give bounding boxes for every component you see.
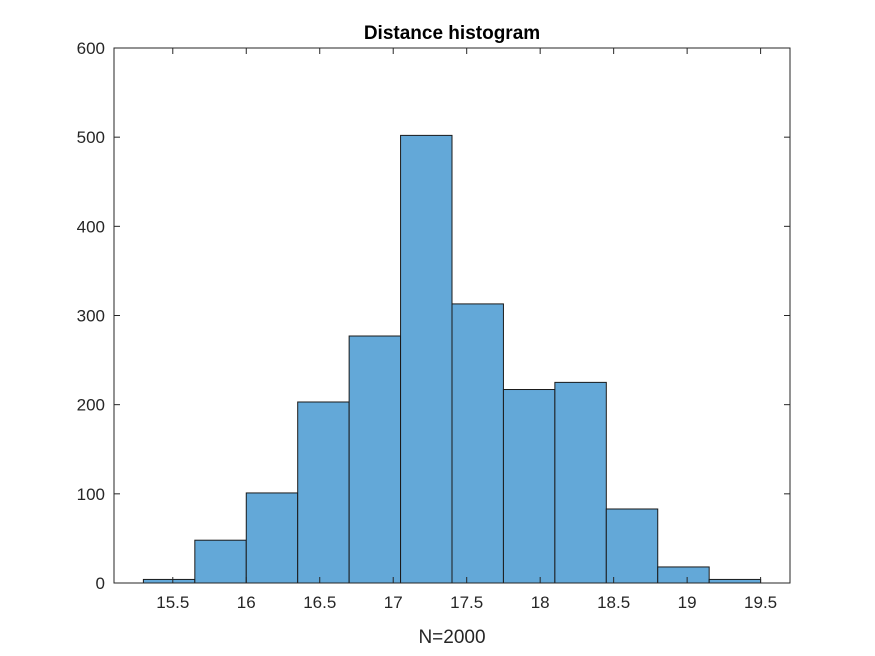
x-tick-label: 18.5 <box>597 593 630 612</box>
x-tick-label: 17 <box>384 593 403 612</box>
histogram-bar-3 <box>297 401 350 584</box>
histogram-bar-7 <box>502 389 556 584</box>
y-tick-label: 100 <box>77 485 105 504</box>
y-tick-label: 400 <box>77 217 105 236</box>
y-tick-label: 200 <box>77 396 105 415</box>
y-tick-label: 500 <box>77 128 105 147</box>
histogram-bar-9 <box>605 508 659 584</box>
x-tick-label: 19 <box>678 593 697 612</box>
histogram-bar-4 <box>348 335 402 584</box>
histogram-bar-1 <box>194 539 247 584</box>
histogram-bar-8 <box>554 381 607 584</box>
chart-title: Distance histogram <box>364 23 540 44</box>
x-tick-label: 19.5 <box>744 593 777 612</box>
x-axis-label: N=2000 <box>418 627 485 648</box>
histogram-bar-2 <box>245 492 299 584</box>
y-tick-label: 0 <box>96 574 105 593</box>
y-tick-label: 600 <box>77 39 105 58</box>
bars-group <box>142 134 762 584</box>
x-tick-label: 17.5 <box>450 593 483 612</box>
histogram-bar-0 <box>142 578 196 584</box>
x-tick-label: 15.5 <box>156 593 189 612</box>
histogram-bar-5 <box>400 134 453 584</box>
histogram-bar-6 <box>451 303 504 584</box>
x-ticks-group: 15.5 16 16.5 17 17.5 18 18.5 19 19.5 <box>156 48 777 612</box>
y-tick-label: 300 <box>77 307 105 326</box>
histogram-bar-10 <box>657 566 710 584</box>
x-tick-label: 16 <box>237 593 256 612</box>
x-tick-label: 18 <box>531 593 550 612</box>
x-tick-label: 16.5 <box>303 593 336 612</box>
histogram-bar-11 <box>708 578 762 584</box>
y-ticks-group: 0 100 200 300 400 500 600 <box>77 39 790 593</box>
